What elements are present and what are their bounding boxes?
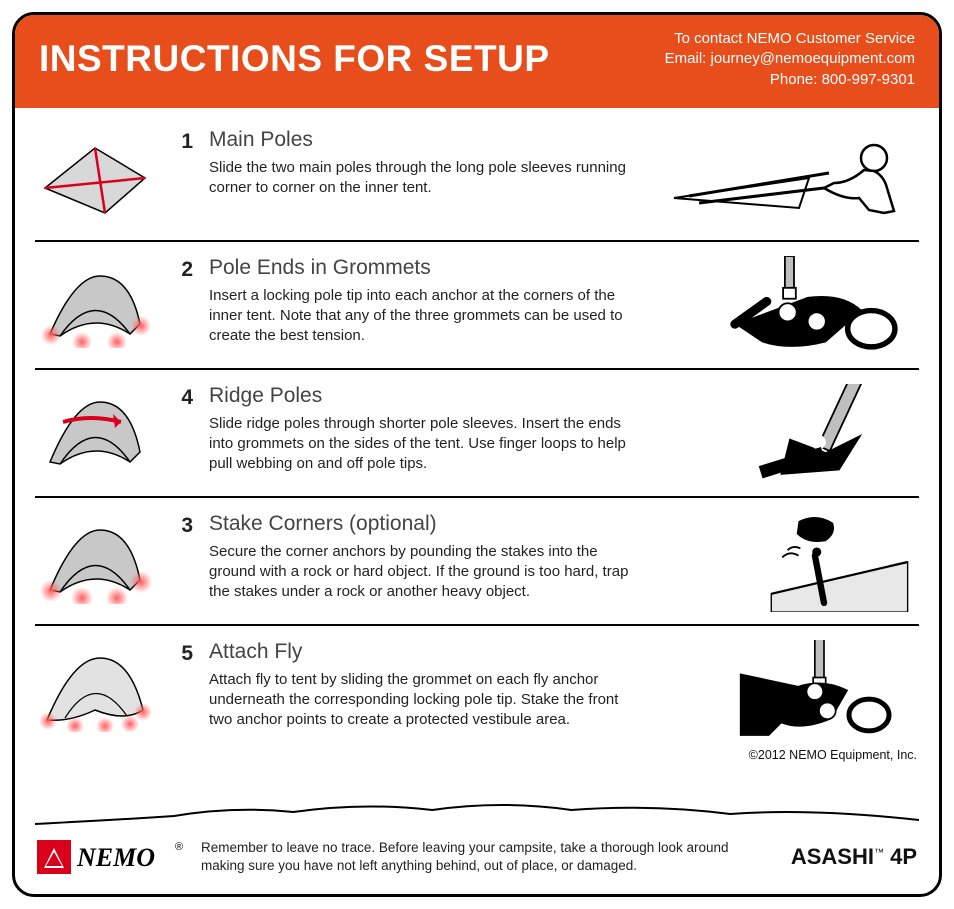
page-title: INSTRUCTIONS FOR SETUP	[39, 38, 550, 80]
step-body: Slide the two main poles through the lon…	[209, 158, 639, 199]
step-body: Insert a locking pole tip into each anch…	[209, 286, 639, 347]
step-illustration-pole-tip-icon	[669, 384, 919, 484]
svg-text:®: ®	[175, 841, 183, 853]
contact-block: To contact NEMO Customer Service Email: …	[665, 29, 915, 90]
step-thumb-stake-corners-icon	[35, 512, 155, 604]
step-text: Pole Ends in Grommets Insert a locking p…	[209, 256, 653, 347]
steps-list: 1 Main Poles Slide the two main poles th…	[15, 108, 939, 796]
step-thumb-ridge-pole-icon	[35, 384, 155, 476]
step-number: 2	[171, 256, 193, 282]
step-illustration-grommet-icon	[669, 256, 919, 356]
contact-email: Email: journey@nemoequipment.com	[665, 49, 915, 69]
step-row: 1 Main Poles Slide the two main poles th…	[35, 114, 919, 242]
step-thumb-attach-fly-icon	[35, 640, 155, 732]
product-name: ASASHI™ 4P	[791, 844, 917, 870]
step-illustration-hammer-stake-icon	[669, 512, 919, 612]
instruction-card: INSTRUCTIONS FOR SETUP To contact NEMO C…	[12, 12, 942, 897]
trademark: ™	[874, 848, 884, 859]
step-text: Ridge Poles Slide ridge poles through sh…	[209, 384, 653, 475]
step-row: 3 Stake Corners (optional) Secure the co…	[35, 498, 919, 626]
step-number: 4	[171, 384, 193, 410]
step-title: Pole Ends in Grommets	[209, 256, 643, 280]
step-title: Attach Fly	[209, 640, 643, 664]
step-number: 1	[171, 128, 193, 154]
product-text: ASASHI	[791, 844, 874, 869]
contact-line: To contact NEMO Customer Service	[665, 29, 915, 49]
product-suffix: 4P	[884, 844, 917, 869]
step-title: Ridge Poles	[209, 384, 643, 408]
footer-bar: NEMO ® Remember to leave no trace. Befor…	[15, 830, 939, 894]
footer-note: Remember to leave no trace. Before leavi…	[201, 839, 761, 874]
step-illustration-person-poles-icon	[669, 128, 919, 228]
step-illustration-fly-anchor-icon	[669, 640, 919, 740]
step-body: Slide ridge poles through shorter pole s…	[209, 414, 639, 475]
svg-text:NEMO: NEMO	[76, 843, 155, 872]
step-row: 4 Ridge Poles Slide ridge poles through …	[35, 370, 919, 498]
step-thumb-tent-corners-icon	[35, 256, 155, 348]
copyright-text: ©2012 NEMO Equipment, Inc.	[749, 748, 917, 762]
step-body: Secure the corner anchors by pounding th…	[209, 542, 639, 603]
step-number: 5	[171, 640, 193, 666]
contact-phone: Phone: 800-997-9301	[665, 70, 915, 90]
step-row: 5 Attach Fly Attach fly to tent by slidi…	[35, 626, 919, 752]
step-text: Attach Fly Attach fly to tent by sliding…	[209, 640, 653, 731]
step-title: Main Poles	[209, 128, 643, 152]
step-number: 3	[171, 512, 193, 538]
brand-logo-icon: NEMO ®	[37, 836, 187, 878]
header-bar: INSTRUCTIONS FOR SETUP To contact NEMO C…	[15, 15, 939, 108]
step-text: Stake Corners (optional) Secure the corn…	[209, 512, 653, 603]
step-thumb-tent-flat-icon	[35, 128, 155, 220]
mountain-divider-icon	[15, 796, 939, 830]
step-row: 2 Pole Ends in Grommets Insert a locking…	[35, 242, 919, 370]
step-body: Attach fly to tent by sliding the gromme…	[209, 670, 639, 731]
step-text: Main Poles Slide the two main poles thro…	[209, 128, 653, 199]
step-title: Stake Corners (optional)	[209, 512, 643, 536]
